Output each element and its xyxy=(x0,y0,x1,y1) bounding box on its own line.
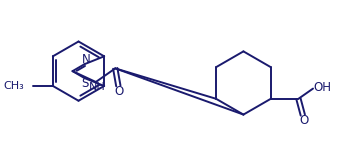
Text: OH: OH xyxy=(313,81,331,94)
Text: N: N xyxy=(82,53,91,66)
Text: O: O xyxy=(299,114,308,127)
Text: O: O xyxy=(115,85,124,98)
Text: NH: NH xyxy=(89,82,105,92)
Text: S: S xyxy=(82,77,89,90)
Text: CH₃: CH₃ xyxy=(4,81,24,91)
